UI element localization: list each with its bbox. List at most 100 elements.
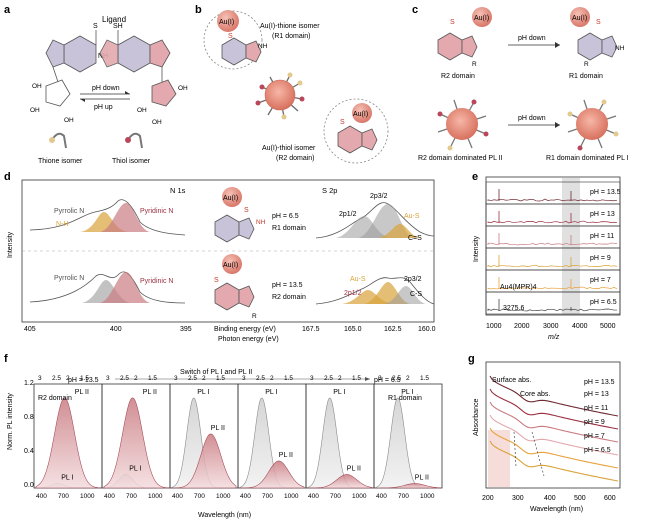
pl1-label: PL I	[129, 465, 141, 472]
aus-top: Au-S	[404, 213, 420, 220]
oh-label: OH	[137, 107, 147, 114]
r1-pl-label: R1 domain dominated PL I	[546, 155, 629, 162]
pyrrolic-n-top: Pyrrolic N	[54, 208, 84, 215]
panel-e: e Intensity pH = 13.5pH = 13pH = 11pH = …	[472, 171, 621, 341]
tick: 1000	[148, 493, 163, 500]
ph-left: pH = 13.5	[68, 377, 99, 384]
au-label: Au(I)	[353, 111, 368, 118]
top-tick: 2	[134, 375, 138, 382]
ph-label: pH = 13	[590, 211, 615, 218]
tick: 165.0	[344, 326, 362, 333]
panel-d: d Intensity N 1s S 2p Pyrrolic N N-H Pyr…	[4, 171, 436, 343]
thiol-isomer-label: Au(I)-thiol isomer	[262, 145, 316, 152]
ph-down-label: pH down	[518, 35, 546, 42]
s2p-label: S 2p	[322, 186, 337, 195]
x-axis-label: Wavelength (nm)	[198, 512, 251, 519]
y-axis-label: Norm. PL intensity	[7, 393, 14, 450]
pl2-label: PL II	[211, 425, 225, 432]
panel-letter: g	[468, 353, 475, 365]
tick: 400	[172, 493, 183, 500]
nh-atom: NH	[615, 45, 625, 52]
x-axis-label: m/z	[548, 334, 560, 341]
core-abs: Core abs.	[520, 391, 550, 398]
cs-top: C=S	[408, 235, 422, 242]
pl2-label: PL II	[415, 474, 429, 481]
p12-top: 2p1/2	[339, 211, 357, 218]
au-label: Au(I)	[219, 19, 234, 26]
top-tick: 1.5	[148, 375, 157, 382]
y-axis-label: Intensity	[7, 231, 14, 258]
r-group: R	[584, 61, 589, 68]
top-tick: 1.5	[420, 375, 429, 382]
tick: 1.2	[24, 380, 34, 387]
thiol-molecule: SH OH OH OH	[100, 23, 188, 126]
panel-letter: a	[4, 4, 11, 16]
s-atom: S	[340, 119, 345, 126]
ph-right: pH = 6.5	[374, 377, 401, 384]
top-tick: 3	[38, 375, 42, 382]
r1-domain-label: R1 domain	[569, 73, 603, 80]
figure: a Ligand S NH OH OH OH SH OH OH OH	[0, 0, 660, 522]
tick: 162.5	[384, 326, 402, 333]
r2-domain: R2 domain	[38, 395, 72, 402]
tick: 700	[194, 493, 205, 500]
sh-atom: SH	[113, 23, 123, 30]
top-tick: 1.5	[352, 375, 361, 382]
tick: 1000	[80, 493, 95, 500]
r2-domain-label: R2 domain	[441, 73, 475, 80]
pl1-label: PL I	[333, 389, 345, 396]
cs-bottom: C-S	[410, 291, 422, 298]
panel-letter: d	[4, 171, 11, 183]
tick: 500	[574, 495, 586, 502]
oh-label: OH	[178, 85, 188, 92]
cluster-r1	[568, 100, 619, 151]
oh-label: OH	[152, 119, 162, 126]
surface-abs: Surface abs.	[492, 377, 531, 384]
pl-subpanels: 3 2.5 2 1.5 PL I PL II 400 700 1000 3 2.5 2 1.5 PL I P…	[34, 375, 442, 500]
switch-label: Switch of PL I and PL II	[180, 369, 252, 376]
ph-label-bottom: pH = 13.5	[272, 282, 303, 289]
pl2-label: PL II	[279, 452, 293, 459]
ph-label: pH = 13	[584, 391, 609, 398]
ph-down-label: pH down	[518, 115, 546, 122]
tick: 160.0	[418, 326, 436, 333]
tick: 167.5	[302, 326, 320, 333]
ms-rows: pH = 13.5pH = 13pH = 11pH = 9pH = 7pH = …	[486, 182, 621, 314]
au-label: Au(I)	[572, 15, 587, 22]
s-atom: S	[93, 23, 98, 30]
ph-label: pH = 7	[590, 277, 611, 284]
ph-label: pH = 9	[590, 255, 611, 262]
s-atom: S	[596, 19, 601, 26]
ph-label-top: pH = 6.5	[272, 213, 299, 220]
tick: 5000	[600, 323, 616, 330]
pl1-label: PL I	[197, 389, 209, 396]
pyrrolic-n-bottom: Pyrrolic N	[54, 275, 84, 282]
nh-atom: NH	[256, 219, 266, 226]
ph-up-label: pH up	[94, 104, 113, 111]
panel-a: a Ligand S NH OH OH OH SH OH OH OH	[4, 4, 188, 165]
tick: 2000	[514, 323, 530, 330]
top-tick: 2	[202, 375, 206, 382]
tick: 300	[512, 495, 524, 502]
panel-letter: c	[412, 4, 418, 16]
panel-letter: f	[4, 353, 8, 365]
top-tick: 2.5	[324, 375, 333, 382]
tick: 200	[482, 495, 494, 502]
panel-c: c Au(I) S R R2 domain pH down Au(I) S NH…	[412, 4, 629, 162]
top-tick: 2	[270, 375, 274, 382]
ph-label: pH = 13.5	[584, 379, 615, 386]
r-group: R	[472, 61, 477, 68]
tick: 1000	[352, 493, 367, 500]
nanocluster	[256, 73, 305, 120]
ph-down-label: pH down	[92, 85, 120, 92]
tick: 700	[126, 493, 137, 500]
tick: 700	[330, 493, 341, 500]
x-label-2: Photon energy (eV)	[218, 336, 279, 343]
ph-label: pH = 7	[584, 433, 605, 440]
tick: 600	[604, 495, 616, 502]
cluster-label: Au4(MPR)4	[500, 284, 537, 291]
ph-label: pH = 9	[584, 419, 605, 426]
ph-label: pH = 11	[590, 233, 614, 240]
oh-label: OH	[32, 83, 42, 90]
pyridinic-n-top: Pyridinic N	[140, 208, 173, 215]
